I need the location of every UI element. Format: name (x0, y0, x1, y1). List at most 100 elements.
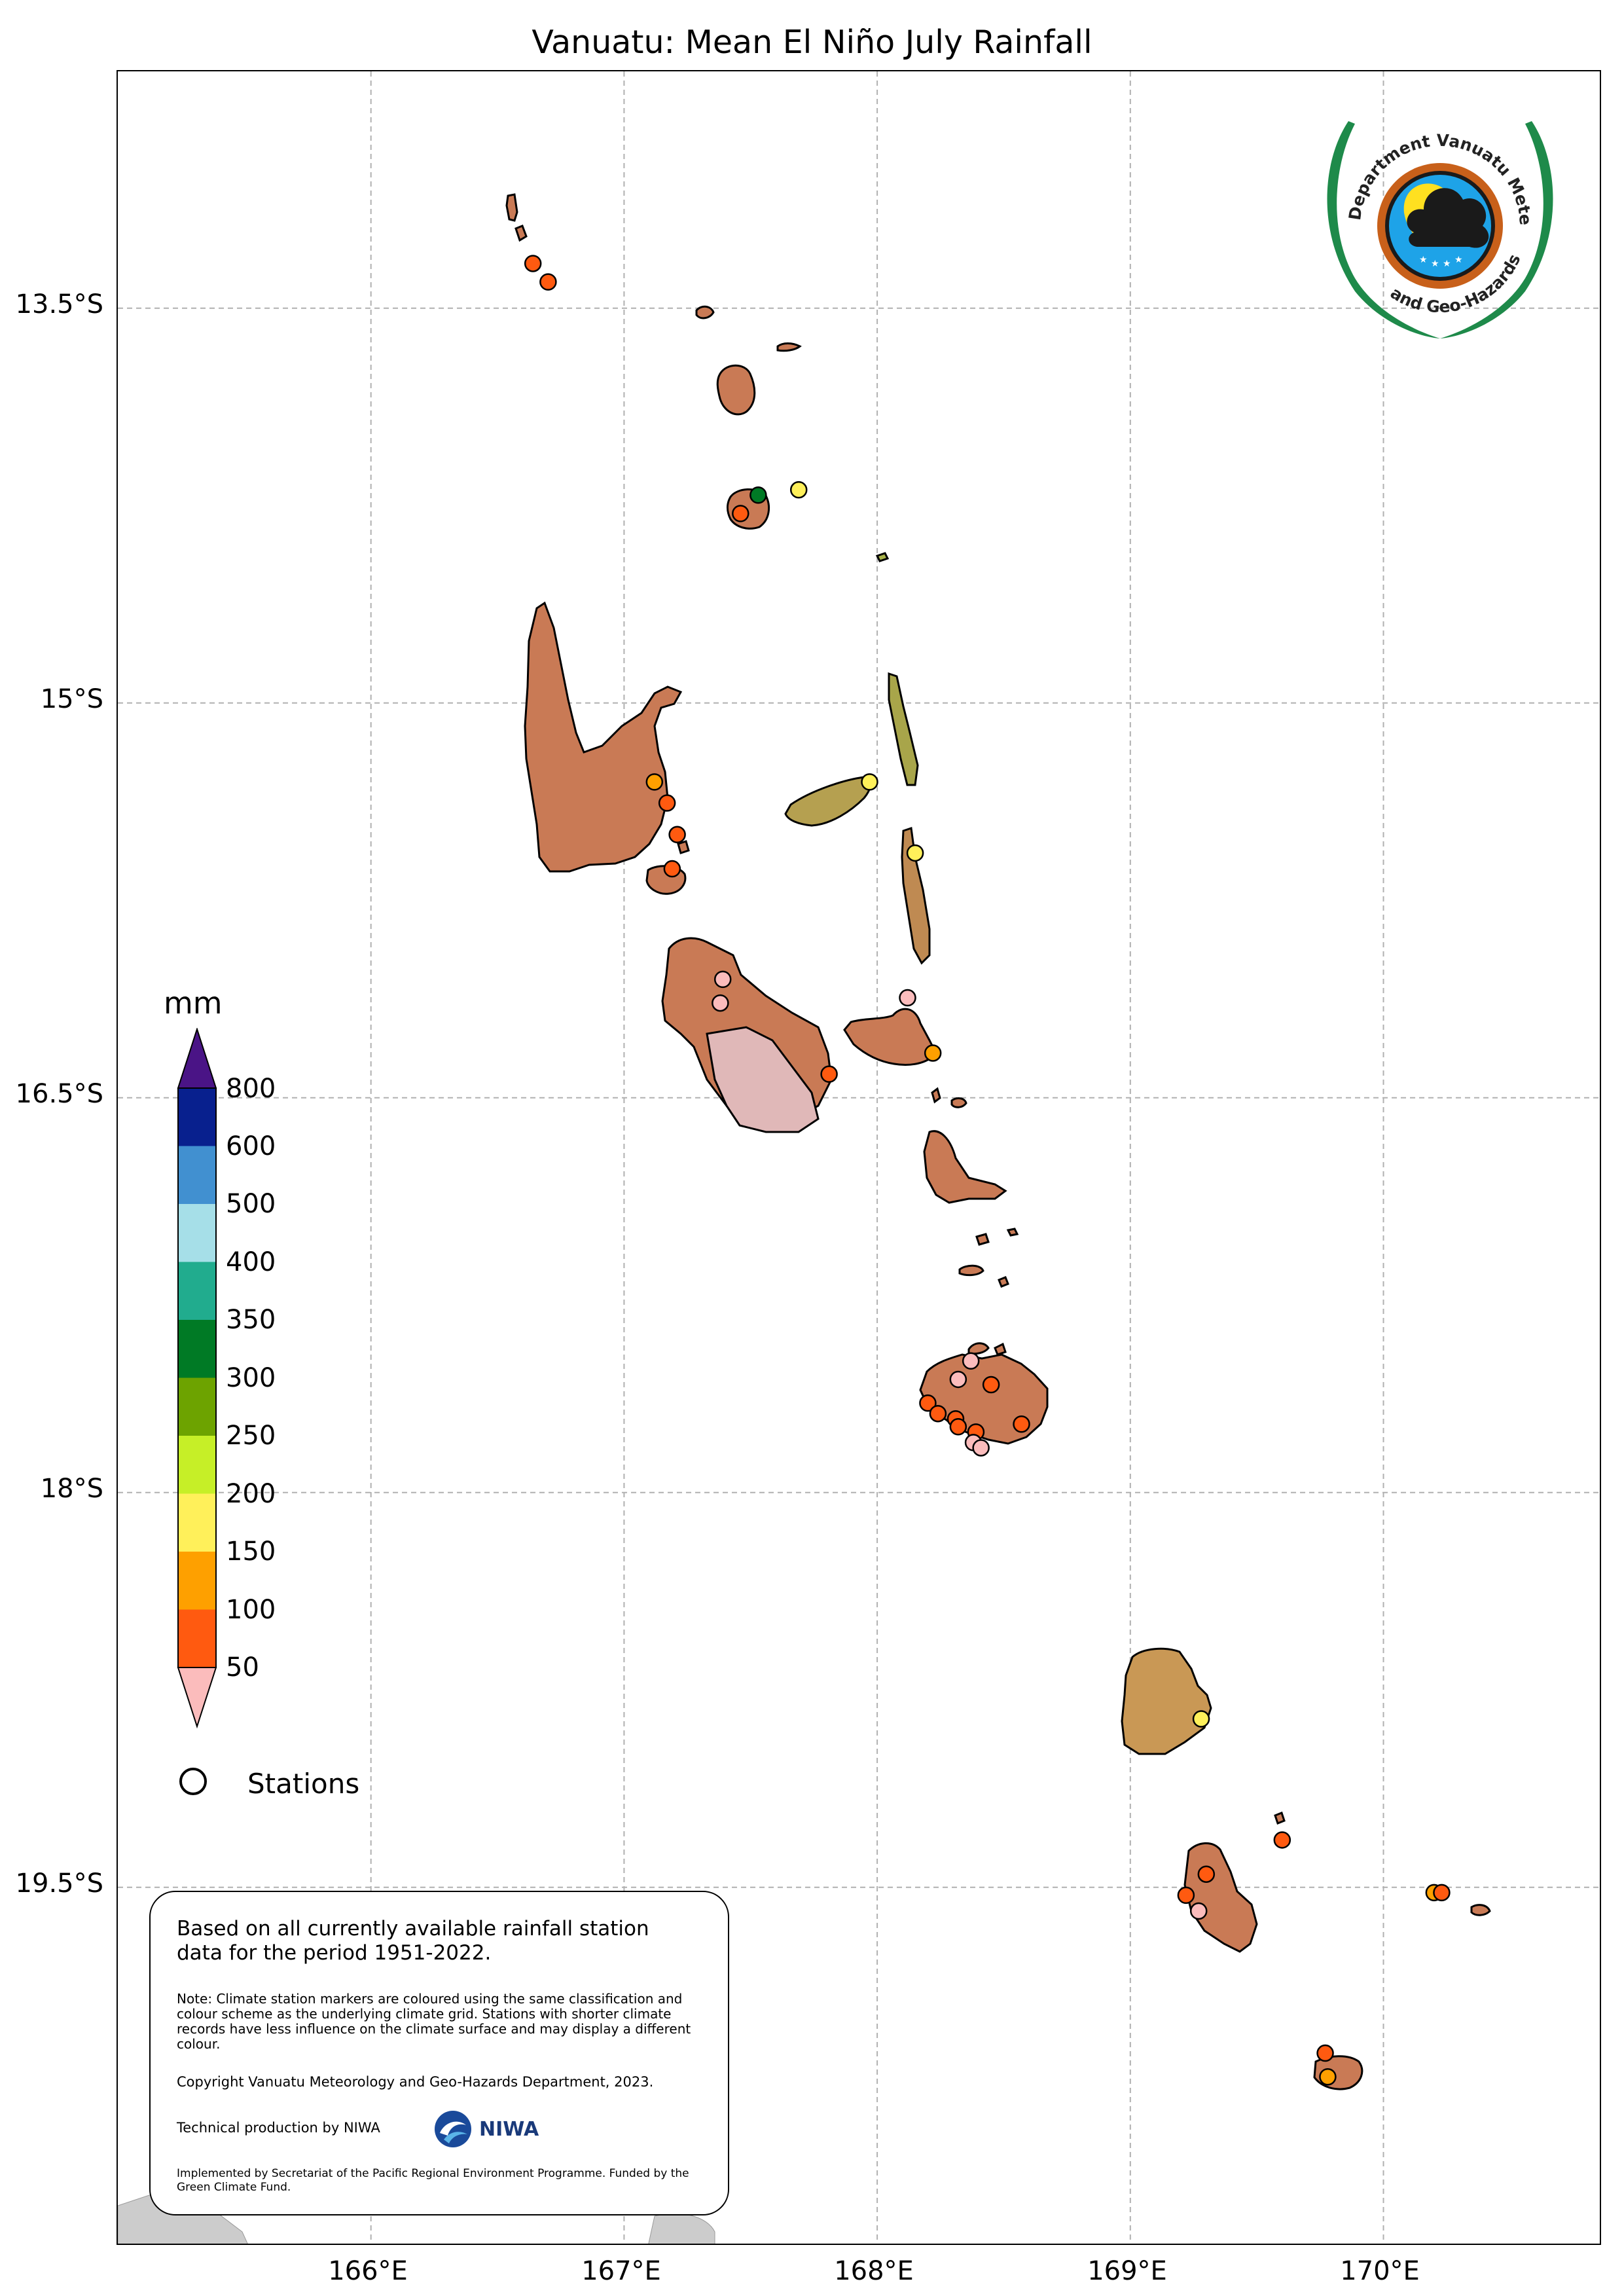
lat-label-16-5: 16.5°S (15, 1079, 103, 1109)
island-epi (923, 1130, 1007, 1204)
island-ureparapara (695, 305, 715, 319)
station-marker[interactable] (789, 481, 808, 499)
colorbar-segment (178, 1088, 216, 1146)
island-erromango (1121, 1647, 1212, 1755)
island-mota-lava (776, 342, 802, 352)
island-nguna (967, 1342, 990, 1355)
station-marker[interactable] (949, 1370, 967, 1389)
map-canvas[interactable] (118, 71, 1601, 2245)
island-tongoa (975, 1233, 990, 1246)
station-marker[interactable] (713, 970, 732, 989)
map-frame[interactable] (117, 70, 1601, 2245)
lat-label-18: 18°S (40, 1474, 103, 1504)
legend-label-150: 150 (226, 1537, 276, 1567)
station-marker[interactable] (663, 860, 681, 878)
lon-label-169: 169°E (1087, 2256, 1167, 2286)
island-lopevi (950, 1097, 967, 1108)
station-marker[interactable] (861, 773, 878, 791)
legend-label-300: 300 (226, 1363, 276, 1393)
lon-label-167: 167°E (581, 2256, 661, 2286)
station-marker[interactable] (1433, 1884, 1451, 1902)
legend-label-250: 250 (226, 1421, 276, 1451)
station-marker[interactable] (820, 1065, 838, 1083)
niwa-logo-text: NIWA (479, 2118, 539, 2141)
island-vanua-lava (716, 364, 756, 416)
station-marker[interactable] (1192, 1710, 1210, 1728)
stations-key-icon (179, 1768, 207, 1795)
colorbar-under-triangle (177, 1667, 217, 1729)
legend-label-100: 100 (226, 1595, 276, 1625)
station-marker[interactable] (982, 1376, 1000, 1394)
island-torres-north (505, 193, 518, 222)
islands (118, 193, 1491, 2244)
station-marker[interactable] (1189, 1902, 1208, 1920)
info-implemented-text: Implemented by Secretariat of the Pacifi… (177, 2167, 689, 2194)
station-marker[interactable] (645, 773, 664, 791)
station-marker[interactable] (732, 505, 749, 522)
svg-text:★: ★ (1443, 259, 1451, 269)
island-ambae (784, 776, 872, 827)
island-maewo (888, 672, 919, 786)
info-copyright-text: Copyright Vanuatu Meteorology and Geo-Ha… (177, 2074, 654, 2090)
colorbar-border (177, 1087, 217, 1668)
svg-text:★: ★ (1431, 259, 1439, 269)
colorbar-segment (178, 1262, 216, 1320)
lat-label-15: 15°S (40, 684, 103, 714)
station-marker[interactable] (1316, 2044, 1334, 2062)
station-marker[interactable] (524, 255, 542, 272)
island-aore (677, 840, 690, 854)
info-main-text: Based on all currently available rainfal… (177, 1917, 649, 1965)
lat-label-13-5: 13.5°S (15, 289, 103, 319)
station-marker[interactable] (919, 1394, 937, 1412)
vmgd-logo: Department Vanuatu Meteorology and Geo-H… (1303, 101, 1553, 338)
island-espiritu-santo (524, 601, 683, 873)
station-marker[interactable] (658, 794, 676, 812)
station-marker[interactable] (1177, 1886, 1195, 1904)
legend-unit: mm (164, 985, 223, 1021)
legend-label-350: 350 (226, 1305, 276, 1335)
station-marker[interactable] (539, 273, 557, 291)
station-marker[interactable] (929, 1404, 947, 1423)
station-marker[interactable] (1013, 1415, 1030, 1433)
svg-text:★: ★ (1419, 255, 1428, 265)
info-note-text: Note: Climate station markers are colour… (177, 1991, 691, 2052)
station-marker[interactable] (1197, 1865, 1216, 1883)
station-marker[interactable] (906, 844, 924, 862)
station-marker[interactable] (949, 1418, 967, 1436)
colorbar-segment (178, 1436, 216, 1494)
legend-label-400: 400 (226, 1247, 276, 1277)
station-marker[interactable] (749, 486, 767, 504)
island-paama (931, 1087, 941, 1104)
island-torres-mid (514, 225, 528, 242)
legend-label-200: 200 (226, 1479, 276, 1509)
lon-label-168: 168°E (834, 2256, 914, 2286)
legend-label-50: 50 (226, 1652, 259, 1683)
lon-label-170: 170°E (1340, 2256, 1420, 2286)
lon-label-166: 166°E (328, 2256, 408, 2286)
station-marker[interactable] (1273, 1831, 1291, 1849)
station-marker[interactable] (668, 826, 686, 844)
map-title: Vanuatu: Mean El Niño July Rainfall (532, 24, 1092, 61)
stations-label: Stations (247, 1768, 360, 1800)
colorbar-segment (178, 1204, 216, 1262)
stations-layer (524, 255, 1451, 2086)
island-ambrym (843, 1008, 937, 1066)
island-tongariki (1006, 1228, 1019, 1237)
svg-text:★: ★ (1454, 255, 1463, 265)
info-box: Based on all currently available rainfal… (149, 1891, 729, 2215)
wreath-left (1327, 121, 1440, 338)
island-emao (994, 1342, 1007, 1356)
colorbar-segment (178, 1320, 216, 1378)
station-marker[interactable] (962, 1352, 980, 1370)
station-marker[interactable] (972, 1439, 990, 1457)
station-marker[interactable] (899, 989, 916, 1007)
station-marker[interactable] (1319, 2068, 1337, 2086)
station-marker[interactable] (924, 1044, 942, 1062)
niwa-logo: NIWA (435, 2111, 539, 2147)
island-tanna (1183, 1842, 1258, 1953)
lat-label-19-5: 19.5°S (15, 1868, 103, 1899)
station-marker[interactable] (712, 994, 729, 1012)
legend-label-500: 500 (226, 1189, 276, 1219)
colorbar-segment (178, 1146, 216, 1204)
island-malekula-south (706, 1026, 820, 1133)
